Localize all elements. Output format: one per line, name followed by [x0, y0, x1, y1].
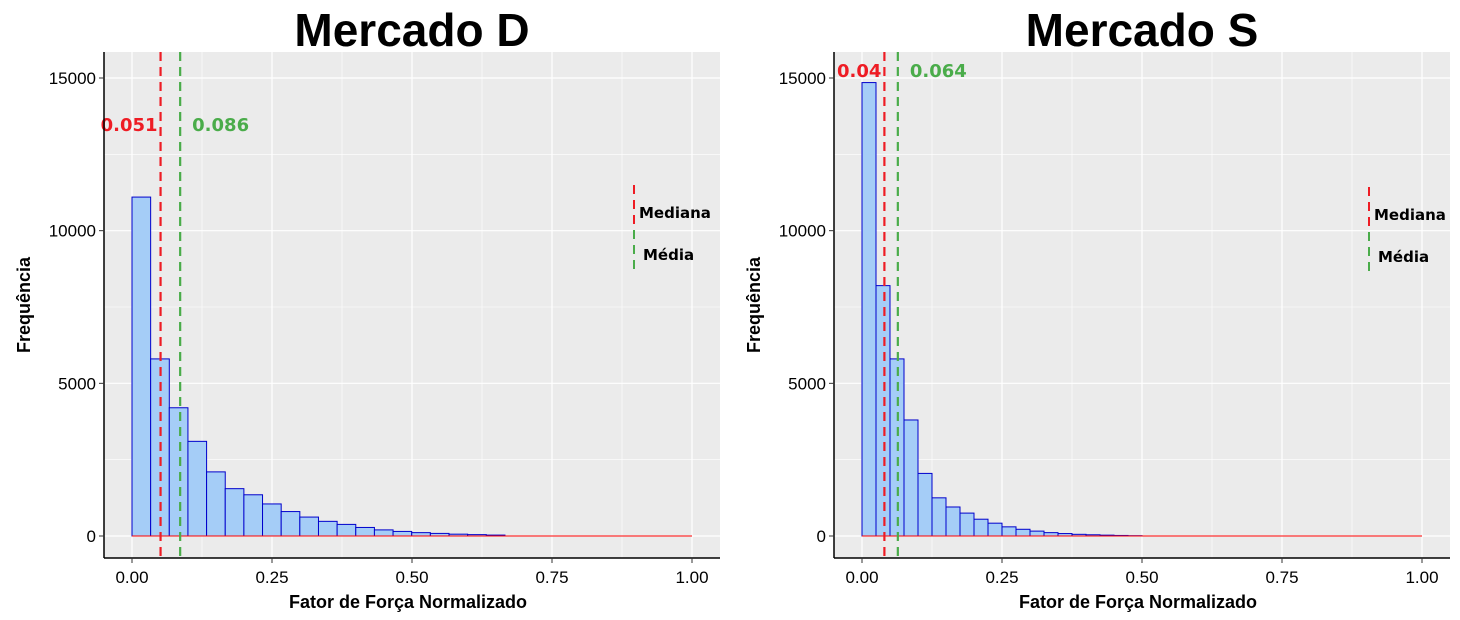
x-tick-label: 0.75: [535, 568, 568, 587]
histogram-bar: [336, 523, 357, 537]
histogram-bar: [973, 518, 989, 537]
median-value-label: 0.051: [101, 115, 158, 136]
histogram-bar: [945, 506, 961, 537]
histogram-bar: [1029, 530, 1045, 537]
y-tick-label: 0: [87, 527, 96, 546]
x-tick-label: 0.75: [1265, 568, 1298, 587]
histogram-bar: [280, 511, 301, 537]
legend-label-0: Mediana: [639, 204, 711, 222]
histogram-bar: [875, 285, 891, 537]
histogram-bar: [1015, 528, 1031, 537]
histogram-bar: [317, 520, 338, 537]
histogram-mercado-s: Mercado S 0.04 0.064 Mediana Média 0 5000 10000…: [744, 4, 1450, 612]
chart-title: Mercado D: [294, 4, 529, 56]
histogram-bar: [243, 494, 264, 537]
histogram-bar: [861, 82, 877, 537]
histogram-bar: [131, 196, 152, 537]
histogram-bar: [392, 530, 413, 537]
median-value-label: 0.04: [837, 61, 881, 82]
x-tick-label: 0.50: [395, 568, 428, 587]
histogram-bar: [931, 497, 947, 537]
histogram-panel-mercado-s: Mercado S 0.04 0.064 Mediana Média 0 5000 10000…: [730, 0, 1460, 620]
mean-value-label: 0.086: [192, 115, 249, 136]
histogram-bar: [1001, 526, 1017, 537]
x-tick-label: 0.25: [985, 568, 1018, 587]
y-tick-label: 15000: [779, 69, 826, 88]
x-axis-title: Fator de Força Normalizado: [289, 592, 527, 612]
y-axis-title: Frequência: [744, 256, 764, 353]
y-tick-label: 5000: [58, 374, 96, 393]
histogram-bar: [187, 440, 208, 537]
x-tick-label: 0.25: [255, 568, 288, 587]
histogram-bar: [1043, 532, 1059, 537]
histogram-bar: [355, 526, 375, 537]
histogram-bar: [206, 471, 226, 537]
y-tick-label: 10000: [49, 222, 96, 241]
legend-label-1: Média: [1378, 248, 1429, 266]
x-tick-label: 1.00: [675, 568, 708, 587]
x-tick-label: 1.00: [1405, 568, 1438, 587]
x-tick-label: 0.00: [845, 568, 878, 587]
y-tick-label: 15000: [49, 69, 96, 88]
histogram-bar: [373, 529, 394, 537]
histogram-bar: [903, 419, 919, 537]
histogram-bar: [262, 503, 282, 537]
y-axis-title: Frequência: [14, 256, 34, 353]
histogram-panel-mercado-d: Mercado D 0.051 0.086 Mediana Média 0 5000 1000…: [14, 4, 720, 612]
histogram-bar: [959, 512, 975, 537]
y-tick-label: 5000: [788, 374, 826, 393]
histogram-bar: [987, 522, 1003, 537]
histogram-bar: [917, 472, 933, 537]
y-tick-label: 0: [817, 527, 826, 546]
histogram-bar: [168, 407, 189, 537]
histogram-mercado-d: Mercado D 0.051 0.086 Mediana Média 0 5000 1000…: [14, 4, 720, 612]
histogram-bar: [224, 488, 245, 537]
x-tick-label: 0.50: [1125, 568, 1158, 587]
x-axis-title: Fator de Força Normalizado: [1019, 592, 1257, 612]
x-tick-label: 0.00: [115, 568, 148, 587]
histogram-bar: [299, 516, 319, 537]
histogram-bar: [411, 532, 431, 537]
legend-label-0: Mediana: [1374, 206, 1446, 224]
legend-label-1: Média: [643, 246, 694, 264]
mean-value-label: 0.064: [910, 61, 967, 82]
y-tick-label: 10000: [779, 222, 826, 241]
chart-title: Mercado S: [1026, 4, 1259, 56]
